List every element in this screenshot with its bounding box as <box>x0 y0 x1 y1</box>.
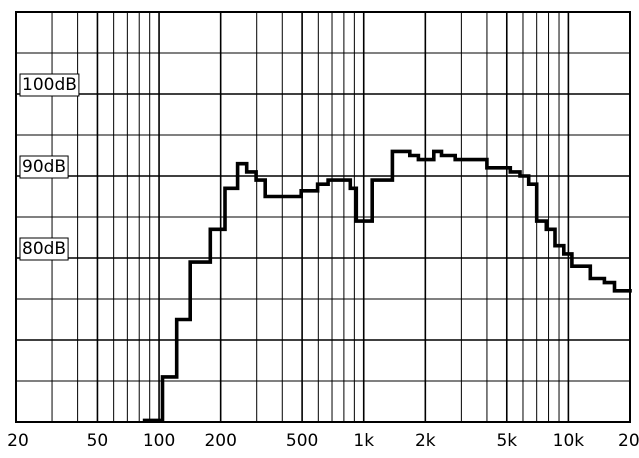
x-tick-label-1k: 1k <box>353 431 374 451</box>
db-labels-layer: 100dB 90dB 80dB <box>20 74 79 260</box>
db-label-90dB: 90dB <box>20 156 68 178</box>
x-tick-label-500: 500 <box>286 431 318 451</box>
x-tick-label-5k: 5k <box>496 431 517 451</box>
frequency-response-line <box>145 151 630 420</box>
x-tick-label-10k: 10k <box>553 431 585 451</box>
x-tick-label-20: 20 <box>618 431 639 451</box>
db-label-100dB: 100dB <box>20 74 79 96</box>
x-tick-label-2k: 2k <box>415 431 436 451</box>
x-tick-label-50: 50 <box>87 431 109 451</box>
db-label-text: 80dB <box>22 239 66 259</box>
db-label-text: 90dB <box>22 157 66 177</box>
x-tick-labels: 20 50 100 200 500 1k 2k 5k 10k 20 <box>7 431 639 451</box>
x-tick-label-100: 100 <box>143 431 175 451</box>
x-tick-label-200: 200 <box>204 431 236 451</box>
x-tick-label-20: 20 <box>7 431 29 451</box>
db-label-80dB: 80dB <box>20 238 68 260</box>
db-label-text: 100dB <box>22 75 77 95</box>
series-layer <box>145 151 631 420</box>
